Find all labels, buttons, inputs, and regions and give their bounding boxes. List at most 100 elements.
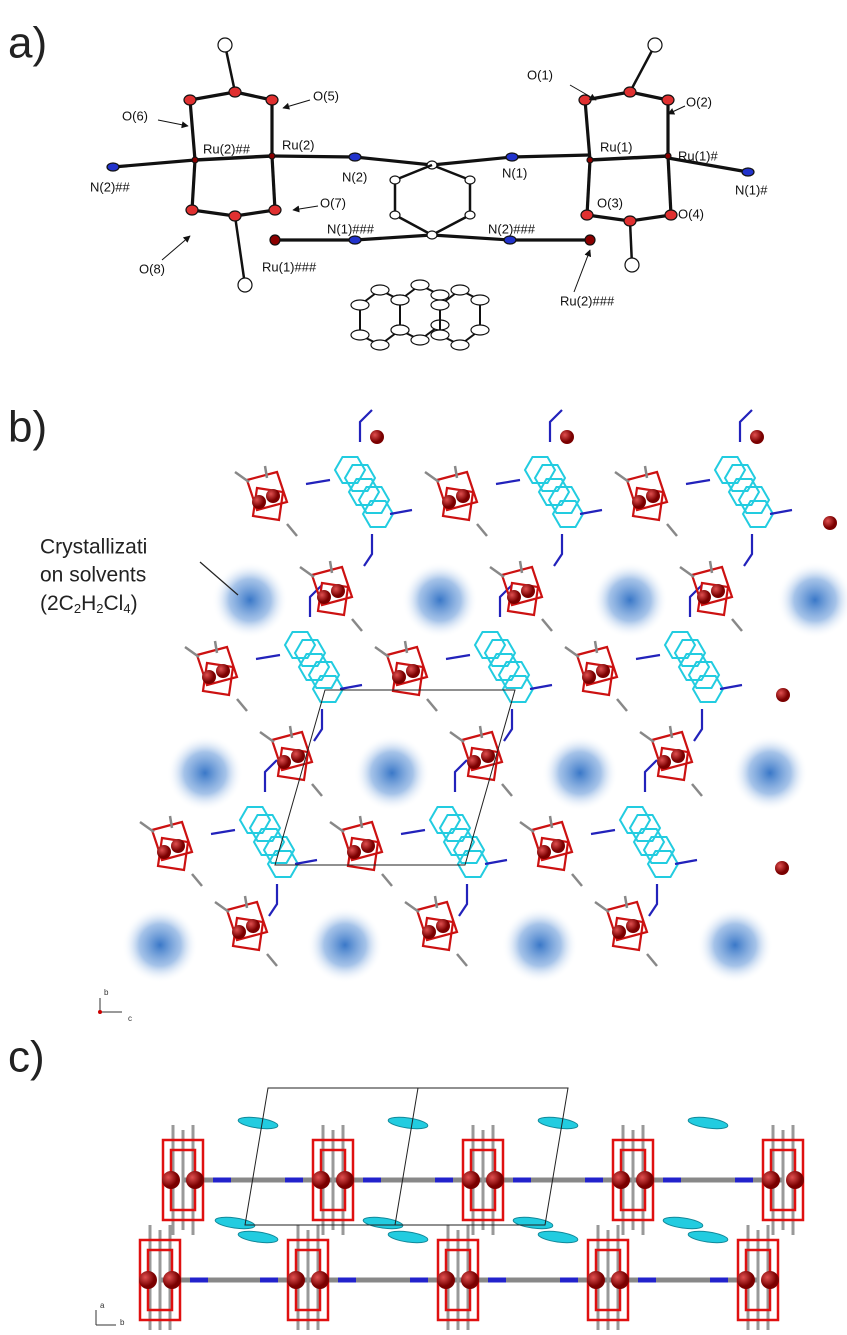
anthracene (693, 676, 723, 702)
ru (521, 584, 535, 598)
formula-part: ) (131, 592, 138, 615)
ru (422, 925, 436, 939)
anthracene (553, 501, 583, 527)
atom (431, 330, 449, 340)
ru (361, 839, 375, 853)
atom (371, 340, 389, 350)
ru (632, 495, 646, 509)
atom (390, 211, 400, 219)
atom (451, 340, 469, 350)
atom-label: O(7) (320, 195, 346, 210)
ru (232, 925, 246, 939)
arrow (668, 106, 685, 114)
bond (272, 156, 355, 157)
atom (625, 258, 639, 272)
atom (349, 153, 361, 161)
panel-label: a) (8, 19, 47, 68)
atom (471, 295, 489, 305)
anthracene (537, 1229, 578, 1244)
ru (392, 670, 406, 684)
ru (611, 1271, 629, 1289)
ru (347, 845, 361, 859)
bond (585, 92, 630, 100)
ru (442, 495, 456, 509)
anthracene (512, 1215, 553, 1230)
ru (596, 664, 610, 678)
atom (665, 153, 671, 159)
unit-cell (245, 1088, 568, 1225)
anthracene (648, 851, 678, 877)
atom (218, 38, 232, 52)
ru (481, 749, 495, 763)
atom-label: O(1) (527, 67, 553, 82)
atom-label: Ru(2) (282, 137, 315, 152)
atom-label: O(4) (678, 206, 704, 221)
formula-part: 2 (96, 601, 103, 616)
atom (742, 168, 754, 176)
atom (411, 335, 429, 345)
anthracene (687, 1115, 728, 1130)
arrow (158, 120, 188, 126)
ru (467, 755, 481, 769)
bond (395, 215, 432, 235)
ru (560, 430, 574, 444)
solvent-blob (732, 735, 808, 811)
atom (351, 330, 369, 340)
anthracene (362, 1215, 403, 1230)
ru (507, 590, 521, 604)
atom (662, 95, 674, 105)
solvent-blob (167, 735, 243, 811)
panel-c (96, 1088, 804, 1330)
ru (336, 1171, 354, 1189)
anthracene (743, 501, 773, 527)
arrow (283, 100, 310, 108)
atom (465, 211, 475, 219)
bond (432, 165, 470, 180)
bond (272, 156, 275, 210)
anthracene (268, 851, 298, 877)
axis-origin (98, 1010, 102, 1014)
bond (190, 92, 235, 100)
solvent-blob (307, 907, 383, 983)
bond (432, 215, 470, 235)
atom (269, 153, 275, 159)
atom (269, 205, 281, 215)
ru (266, 489, 280, 503)
atom-label: N(1) (502, 165, 527, 180)
anthracene (687, 1229, 728, 1244)
atom (471, 325, 489, 335)
atom-label: N(1)# (735, 182, 768, 197)
anthracene (387, 1229, 428, 1244)
solvent-blob (122, 907, 198, 983)
atom-label: Ru(2)## (203, 141, 251, 156)
ru (163, 1271, 181, 1289)
linker (686, 410, 792, 566)
panel-b (98, 410, 847, 1014)
atom (390, 176, 400, 184)
solvent-blob (542, 735, 618, 811)
ru (612, 1171, 630, 1189)
atom (465, 176, 475, 184)
atom (238, 278, 252, 292)
atom (107, 163, 119, 171)
atom (186, 205, 198, 215)
atom-label: O(6) (122, 108, 148, 123)
ru (311, 1271, 329, 1289)
ru (551, 839, 565, 853)
ru (461, 1271, 479, 1289)
atom (427, 231, 437, 239)
bond (630, 45, 655, 92)
ru (646, 489, 660, 503)
ru (761, 1271, 779, 1289)
atom-label: O(3) (597, 195, 623, 210)
atom (229, 211, 241, 221)
bond (590, 156, 668, 160)
ru (277, 755, 291, 769)
atom (648, 38, 662, 52)
atom (229, 87, 241, 97)
bond (668, 156, 671, 215)
ru (291, 749, 305, 763)
ru (139, 1271, 157, 1289)
anthracene (313, 676, 343, 702)
ru (750, 430, 764, 444)
